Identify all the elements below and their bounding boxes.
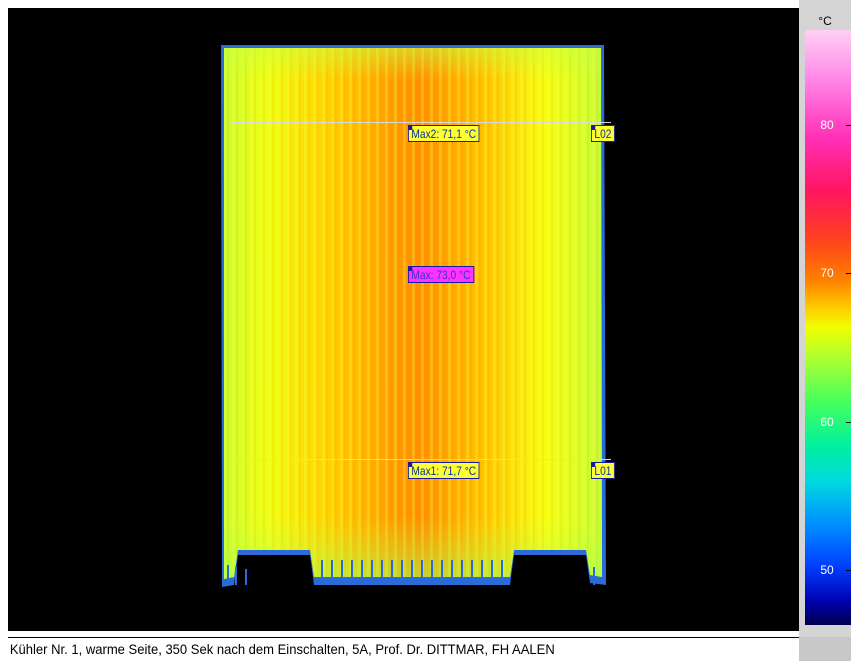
max2-temperature-label[interactable]: Max2: 71,1 °C bbox=[408, 125, 480, 142]
color-scale-panel: °C 80 70 60 50 bbox=[799, 0, 851, 661]
measurement-line-l01[interactable] bbox=[231, 459, 611, 460]
caption-text: Kühler Nr. 1, warme Seite, 350 Sek nach … bbox=[9, 641, 555, 657]
scale-label-80: 80 bbox=[820, 118, 834, 132]
scale-tick bbox=[846, 570, 851, 571]
line-l01-label[interactable]: L01 bbox=[591, 462, 615, 479]
scale-footer bbox=[799, 637, 851, 661]
scale-tick bbox=[846, 422, 851, 423]
max-temperature-label[interactable]: Max: 73,0 °C bbox=[408, 266, 474, 283]
scale-tick bbox=[846, 273, 851, 274]
heatsink-thermal-image bbox=[221, 45, 606, 587]
max1-temperature-label[interactable]: Max1: 71,7 °C bbox=[408, 462, 480, 479]
line-l02-label[interactable]: L02 bbox=[591, 125, 615, 142]
thermal-image-view[interactable]: Max2: 71,1 °C L02 Max: 73,0 °C Max1: 71,… bbox=[8, 8, 799, 631]
measurement-line-l02[interactable] bbox=[231, 122, 611, 123]
scale-label-70: 70 bbox=[820, 266, 834, 280]
scale-unit-label: °C bbox=[818, 14, 832, 28]
scale-label-50: 50 bbox=[820, 563, 834, 577]
scale-tick bbox=[846, 125, 851, 126]
scale-label-60: 60 bbox=[820, 415, 834, 429]
color-scale-bar: 80 70 60 50 bbox=[805, 30, 851, 625]
image-caption: Kühler Nr. 1, warme Seite, 350 Sek nach … bbox=[8, 637, 799, 660]
